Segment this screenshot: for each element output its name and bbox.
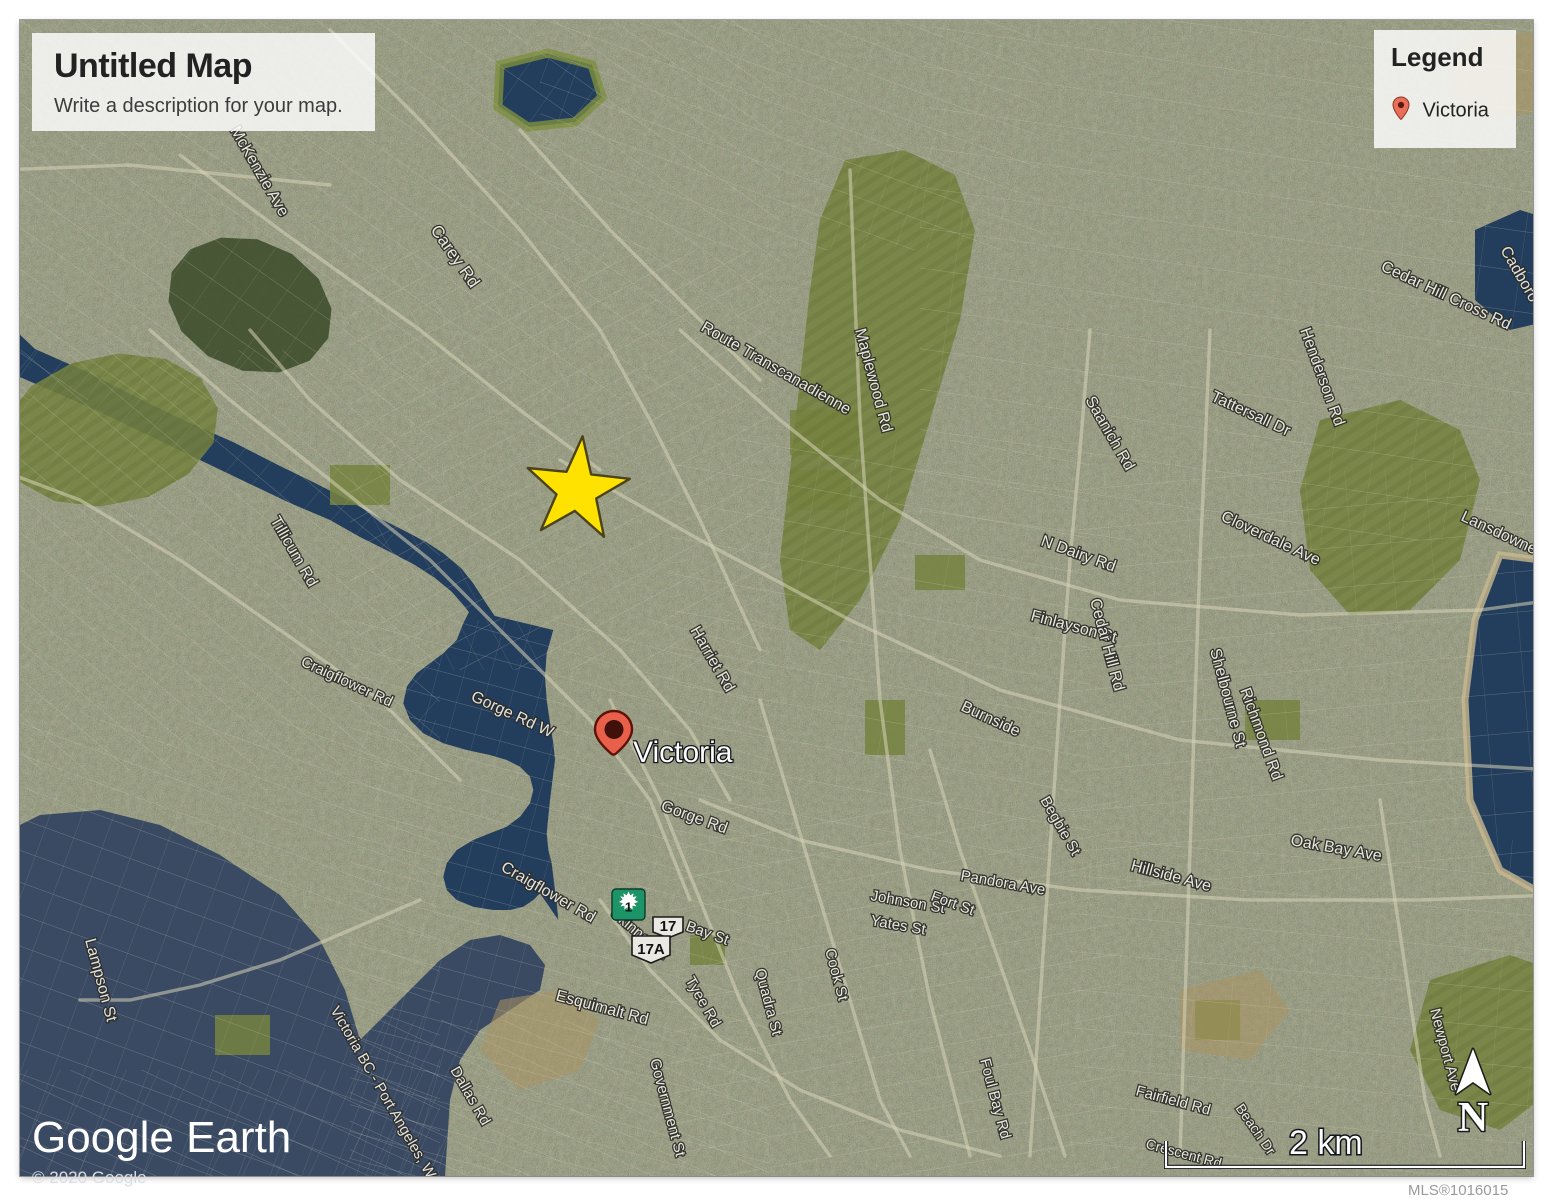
svg-text:2 km: 2 km (1289, 1124, 1363, 1162)
svg-text:N: N (1458, 1095, 1488, 1135)
svg-text:17: 17 (660, 918, 677, 935)
svg-text:17A: 17A (637, 941, 665, 958)
svg-text:Victoria: Victoria (633, 736, 733, 769)
svg-text:1: 1 (625, 900, 632, 915)
